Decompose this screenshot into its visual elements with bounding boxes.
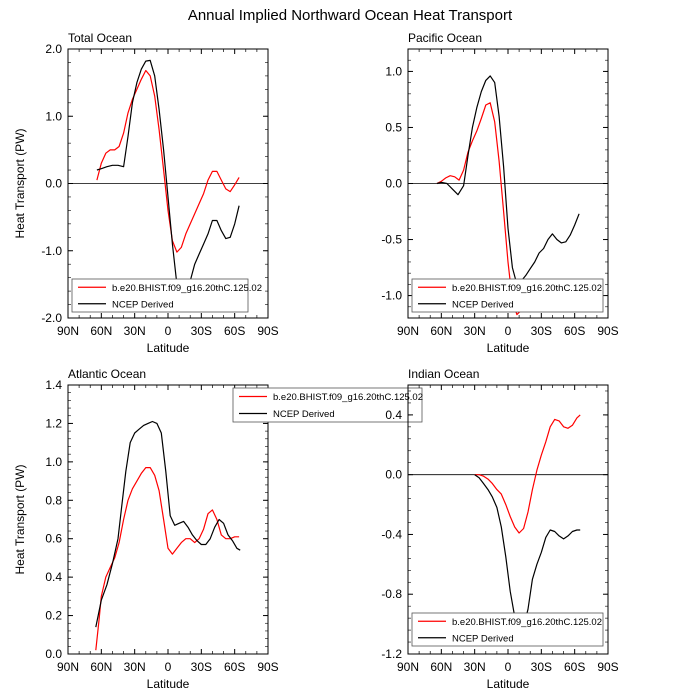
atlantic-ocean-ytick-label: 1.2 (45, 416, 62, 430)
pacific-ocean-ytick-label: -1.0 (381, 289, 402, 303)
indian-ocean-xtick-label: 60N (430, 660, 452, 674)
atlantic-ocean-series-model (95, 467, 240, 651)
total-ocean-xtick-label: 30N (124, 324, 146, 338)
atlantic-ocean-xtick-label: 90N (57, 660, 79, 674)
atlantic-ocean-xtick-label: 60N (90, 660, 112, 674)
indian-ocean-ytick-label: 0.0 (385, 468, 402, 482)
total-ocean-xtick-label: 60S (224, 324, 245, 338)
pacific-ocean-xtick-label: 30S (531, 324, 552, 338)
pacific-ocean-xtick-label: 90N (397, 324, 419, 338)
pacific-ocean-ytick-label: 0.0 (385, 177, 402, 191)
atlantic-ocean-xtick-label: 30N (124, 660, 146, 674)
atlantic-ocean-xtick-label: 90S (257, 660, 278, 674)
indian-ocean-xtick-label: 90S (597, 660, 618, 674)
indian-ocean-series-ncep-derived (474, 474, 581, 633)
pacific-ocean-xtick-label: 90S (597, 324, 618, 338)
panel-indian-ocean: 90N 60N 30N 0 30S 60S 90S -1.2 -0.8 -0.4 0.0 0.4 Ind… (381, 367, 618, 691)
pacific-ocean-ytick-label: 1.0 (385, 64, 402, 78)
indian-ocean-xtick-label: 60S (564, 660, 585, 674)
pacific-ocean-xtick-label: 0 (505, 324, 512, 338)
total-ocean-x-axis-label: Latitude (147, 341, 190, 355)
pacific-ocean-legend-label: b.e20.BHIST.f09_g16.20thC.125.02 (452, 283, 602, 294)
pacific-ocean-ytick-label: 0.5 (385, 120, 402, 134)
atlantic-ocean-y-axis-label: Heat Transport (PW) (13, 464, 27, 574)
indian-ocean-xtick-label: 30N (464, 660, 486, 674)
indian-ocean-xtick-label: 30S (531, 660, 552, 674)
indian-ocean-xtick-label: 90N (397, 660, 419, 674)
pacific-ocean-series-ncep-derived (436, 75, 580, 285)
pacific-ocean-ytick-label: -0.5 (381, 233, 402, 247)
panel-atlantic-ocean: 90N 60N 30N 0 30S 60S 90S 0.0 0.2 0.4 0.6 0.8 1.0 1.2… (13, 367, 423, 691)
total-ocean-ytick-label: -2.0 (41, 311, 62, 325)
indian-ocean-series-model (474, 414, 581, 534)
pacific-ocean-legend-box (411, 278, 604, 313)
total-ocean-ytick-label: -1.0 (41, 244, 62, 258)
indian-ocean-xtick-label: 0 (505, 660, 512, 674)
atlantic-ocean-ytick-label: 0.6 (45, 532, 62, 546)
atlantic-ocean-xtick-label: 30S (191, 660, 212, 674)
pacific-ocean-xtick-label: 60N (430, 324, 452, 338)
indian-ocean-ytick-label: -1.2 (381, 647, 402, 661)
pacific-ocean-xtick-label: 60S (564, 324, 585, 338)
total-ocean-ytick-label: 0.0 (45, 177, 62, 191)
atlantic-ocean-x-axis-label: Latitude (147, 677, 190, 691)
total-ocean-ytick-label: 1.0 (45, 109, 62, 123)
total-ocean-series-ncep-derived (96, 59, 240, 296)
indian-ocean-ytick-label: -0.8 (381, 587, 402, 601)
atlantic-ocean-legend-box (232, 387, 423, 423)
atlantic-ocean-series-ncep-derived (95, 420, 241, 628)
atlantic-ocean-panel-title: Atlantic Ocean (68, 367, 146, 381)
atlantic-ocean-legend-label: NCEP Derived (273, 409, 335, 420)
total-ocean-panel-title: Total Ocean (68, 31, 132, 45)
pacific-ocean-legend-label: NCEP Derived (452, 299, 514, 310)
total-ocean-xtick-label: 30S (191, 324, 212, 338)
indian-ocean-ytick-label: -0.4 (381, 527, 402, 541)
indian-ocean-x-axis-label: Latitude (487, 677, 530, 691)
total-ocean-ytick-label: 2.0 (45, 42, 62, 56)
indian-ocean-legend-label: b.e20.BHIST.f09_g16.20thC.125.02 (452, 617, 602, 628)
total-ocean-y-axis-label: Heat Transport (PW) (13, 128, 27, 238)
panel-total-ocean: 90N 60N 30N 0 30S 60S 90S -2.0 -1.0 0.0 1.0 2.0 Tota… (13, 31, 279, 355)
atlantic-ocean-ytick-label: 0.0 (45, 647, 62, 661)
total-ocean-xtick-label: 60N (90, 324, 112, 338)
total-ocean-legend-box (71, 278, 249, 313)
indian-ocean-panel-title: Indian Ocean (408, 367, 479, 381)
indian-ocean-legend-box (411, 612, 604, 647)
total-ocean-xtick-label: 0 (165, 324, 172, 338)
atlantic-ocean-ytick-label: 1.4 (45, 378, 62, 392)
atlantic-ocean-ytick-label: 0.2 (45, 609, 62, 623)
total-ocean-series-model (96, 69, 240, 253)
atlantic-ocean-ytick-label: 0.4 (45, 570, 62, 584)
pacific-ocean-x-axis-label: Latitude (487, 341, 530, 355)
indian-ocean-ytick-label: 0.4 (385, 408, 402, 422)
total-ocean-legend-label: NCEP Derived (112, 299, 174, 310)
figure-title: Annual Implied Northward Ocean Heat Tran… (188, 7, 513, 24)
atlantic-ocean-legend-label: b.e20.BHIST.f09_g16.20thC.125.02 (273, 392, 423, 403)
pacific-ocean-panel-title: Pacific Ocean (408, 31, 482, 45)
atlantic-ocean-xtick-label: 60S (224, 660, 245, 674)
atlantic-ocean-ytick-label: 0.8 (45, 493, 62, 507)
total-ocean-xtick-label: 90N (57, 324, 79, 338)
indian-ocean-legend-label: NCEP Derived (452, 633, 514, 644)
atlantic-ocean-xtick-label: 0 (165, 660, 172, 674)
atlantic-ocean-ytick-label: 1.0 (45, 455, 62, 469)
panel-pacific-ocean: 90N 60N 30N 0 30S 60S 90S -1.0 -0.5 0.0 0.5 1.0 Paci… (381, 31, 618, 355)
pacific-ocean-xtick-label: 30N (464, 324, 486, 338)
total-ocean-legend-label: b.e20.BHIST.f09_g16.20thC.125.02 (112, 283, 262, 294)
total-ocean-xtick-label: 90S (257, 324, 278, 338)
